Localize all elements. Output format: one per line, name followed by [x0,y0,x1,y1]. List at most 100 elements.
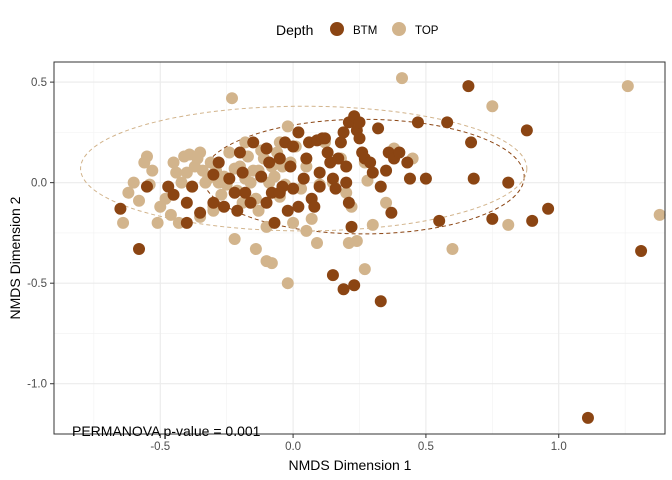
point-btm [353,132,366,145]
point-top [281,277,294,290]
legend: Depth BTM TOP [276,22,439,38]
point-btm [374,180,387,193]
point-btm [218,200,231,213]
x-axis-ticks: -0.5 0.0 0.5 1.0 [150,434,567,453]
point-btm [313,166,326,179]
point-btm [340,176,353,189]
point-top [249,243,262,256]
point-btm [345,220,358,233]
point-top [223,146,236,159]
point-top [244,176,257,189]
point-btm [340,160,353,173]
point-btm [268,216,281,229]
point-btm [186,180,199,193]
data-points [114,72,666,424]
point-btm [465,136,478,149]
point-btm [292,200,305,213]
point-btm [467,172,480,185]
point-btm [337,283,350,296]
point-btm [581,411,594,424]
point-btm [462,80,475,93]
point-btm [411,116,424,129]
point-btm [342,196,355,209]
point-top [194,146,207,159]
point-btm [337,126,350,139]
point-btm [114,202,127,215]
point-btm [433,214,446,227]
point-btm [236,166,249,179]
point-top [287,216,300,229]
point-btm [332,152,345,165]
point-btm [133,243,146,256]
point-btm [334,136,347,149]
y-axis-label: NMDS Dimension 2 [7,196,23,319]
point-btm [180,216,193,229]
point-btm [228,186,241,199]
point-btm [300,152,313,165]
point-top [502,218,515,231]
point-top [358,263,371,276]
legend-dot-top [392,22,406,36]
point-btm [326,172,339,185]
point-btm [419,172,432,185]
point-btm [366,166,379,179]
point-top [486,100,499,113]
point-top [117,216,130,229]
x-tick-label: -0.5 [150,441,170,453]
point-top [342,236,355,249]
point-btm [231,204,244,217]
point-btm [526,214,539,227]
point-top [340,186,353,199]
point-btm [244,196,257,209]
point-top [225,92,238,105]
point-btm [353,116,366,129]
point-top [621,80,634,93]
point-top [380,196,393,209]
point-btm [542,202,555,215]
point-btm [441,116,454,129]
point-btm [635,245,648,258]
point-top [170,166,183,179]
point-top [446,243,459,256]
x-axis-label: NMDS Dimension 1 [289,457,412,473]
plot-panel-border [53,61,666,435]
point-btm [180,196,193,209]
point-btm [313,180,326,193]
point-btm [348,279,361,292]
point-btm [273,186,286,199]
point-btm [281,204,294,217]
point-btm [520,124,533,137]
legend-entry-top: TOP [392,22,439,37]
point-btm [239,186,252,199]
point-btm [308,200,321,213]
point-top [133,194,146,207]
point-btm [223,172,236,185]
point-btm [273,152,286,165]
point-top [396,72,409,85]
y-tick-label: 0.5 [31,77,47,89]
point-btm [502,176,515,189]
legend-entry-btm: BTM [330,22,377,37]
x-tick-label: 0.0 [285,441,301,453]
point-btm [207,196,220,209]
point-btm [207,168,220,181]
point-btm [247,136,260,149]
point-top [215,188,228,201]
point-top [164,208,177,221]
point-btm [393,146,406,159]
point-btm [140,180,153,193]
y-tick-label: 0.0 [31,178,47,190]
legend-label-btm: BTM [353,25,377,37]
point-btm [292,126,305,139]
point-btm [385,206,398,219]
point-btm [233,146,246,159]
point-btm [329,182,342,195]
point-top [653,208,666,221]
point-btm [167,188,180,201]
point-btm [287,140,300,153]
point-btm [326,269,339,282]
point-top [127,176,140,189]
point-top [146,164,159,177]
point-btm [260,196,273,209]
